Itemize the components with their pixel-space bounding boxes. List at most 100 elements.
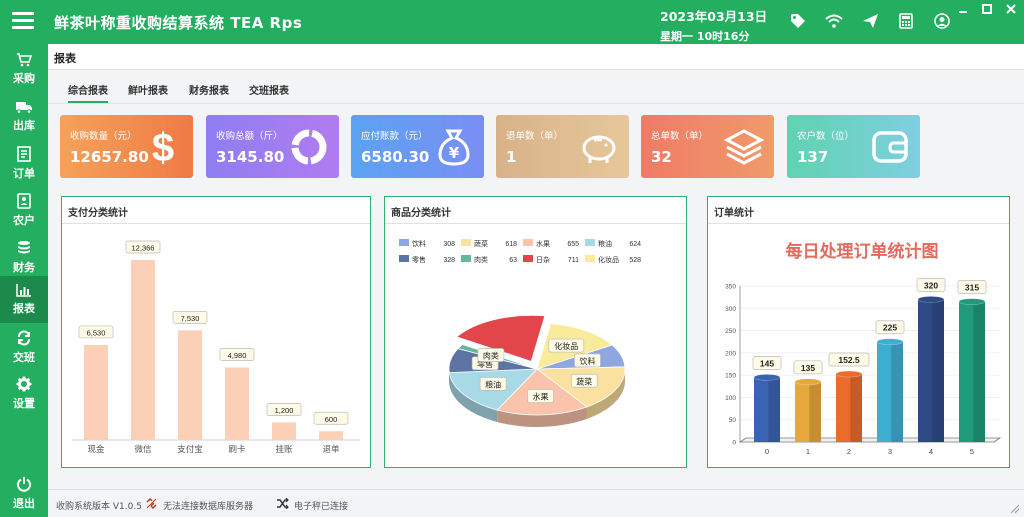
bar-shade [891,341,903,442]
sidebar-item-orders[interactable]: 订单 [0,140,48,187]
data-label-box [916,278,946,292]
user-icon[interactable] [924,10,960,32]
tag-icon[interactable] [780,10,816,32]
x-tick-label: 5 [970,447,974,456]
svg-text:¥: ¥ [449,144,460,162]
slice-label: 肉类 [483,351,499,361]
slice-label: 粮油 [485,379,501,389]
legend-value: 328 [443,257,455,264]
shift-icon [18,330,30,346]
data-label: 152.5 [838,355,860,365]
calculator-icon[interactable] [888,10,924,32]
legend-label: 日杂 [536,256,550,264]
y-tick-label: 250 [725,328,736,335]
pie-slice [455,314,546,362]
shuffle-icon [277,498,289,509]
bar-shade [932,299,944,442]
card-label: 农户数（位） [797,131,855,142]
sidebar-item-label: 订单 [13,167,35,180]
card-value: 1 [506,148,517,166]
slice-label-box [527,389,554,403]
panel-title: 支付分类统计 [68,208,128,219]
panel-divider [708,223,1009,224]
layers-icon [724,129,764,165]
card-label: 收购数量（元） [70,131,137,142]
bar [918,299,944,442]
y-tick-label: 150 [725,373,736,380]
panel-divider [62,223,370,224]
sidebar-item-outbound[interactable]: 出库 [0,93,48,140]
bar [795,381,821,442]
sidebar-item-shift[interactable]: 交班 [0,324,48,371]
sidebar-item-finance[interactable]: 财务 [0,234,48,281]
y-tick-label: 200 [725,350,736,357]
card-label: 退单数（单） [506,131,564,142]
sidebar-item-purchase[interactable]: 采购 [0,46,48,93]
sidebar-item-label: 农户 [13,214,35,227]
bar-shade [809,381,821,442]
panel-order-stats: 订单统计 每日处理订单统计图 0 50 100 150 200 250 300 350 145 0 1… [707,196,1010,468]
data-label: 4,980 [228,351,247,360]
stat-card-refunds[interactable]: 退单数（单） 1 [496,115,629,178]
data-label: 145 [760,358,774,368]
page-title: 报表 [54,52,76,65]
tab-bar: 综合报表 鲜叶报表 财务报表 交班报表 [48,71,1024,104]
maximize-icon[interactable] [980,2,994,16]
sidebar-item-label: 出库 [13,119,35,132]
x-tick-label: 刷卡 [228,444,246,455]
legend-label: 粮油 [598,239,612,248]
x-tick-label: 微信 [134,444,152,455]
panel-title: 订单统计 [714,208,754,219]
tab-overview[interactable]: 综合报表 [68,82,108,103]
truck-icon [16,102,32,114]
data-label: 1,200 [275,406,294,415]
bar [836,374,862,442]
legend-value: 308 [443,241,455,248]
data-label-box [875,320,905,335]
stat-card-purchase-qty[interactable]: 收购数量（元） 12657.80 $ [60,115,193,178]
payment-bar-chart: 6,530 现金 12,366 微信 7,530 支付宝 4,980 刷卡 1,200 挂账 600… [72,240,360,455]
bar-cap [876,338,904,346]
data-label: 7,530 [181,314,200,323]
panel-category-stats: 商品分类统计 饮料 308 蔬菜 618 水果 655 粮油 624 零售 328 肉类 63 日杂 71… [384,196,687,468]
stat-card-payables[interactable]: 应付账款（元） 6580.30 ¥ [351,115,484,178]
card-value: 32 [651,148,672,166]
close-icon[interactable] [1004,2,1018,16]
sidebar-item-farmers[interactable]: 农户 [0,187,48,234]
data-label: 135 [801,363,815,373]
wifi-icon[interactable] [816,10,852,32]
sidebar-item-reports[interactable]: 报表 [0,276,48,323]
stat-card-orders[interactable]: 总单数（单） 32 [641,115,774,178]
legend-label: 饮料 [412,239,426,248]
bar-cap [753,374,781,381]
page-header: 报表 [48,44,1024,70]
order-icon [17,146,31,162]
legend-value: 624 [629,241,641,248]
legend-swatch [523,255,533,262]
stat-card-purchase-total[interactable]: 收购总额（斤） 3145.80 [206,115,339,178]
sidebar-item-settings[interactable]: 设置 [0,370,48,417]
tab-finance[interactable]: 财务报表 [189,86,229,97]
slice-label-box [574,353,601,368]
sidebar-item-exit[interactable]: 退出 [0,470,48,517]
legend-swatch [585,255,595,262]
bar [272,422,296,440]
minimize-icon[interactable] [956,2,970,16]
tab-shift[interactable]: 交班报表 [249,86,289,97]
data-label: 600 [325,415,338,424]
bar-shade [973,301,985,442]
bar [178,330,202,440]
send-icon[interactable] [852,10,888,32]
data-label: 225 [883,323,897,333]
resize-grip-icon[interactable] [1010,504,1020,514]
stat-card-farmers[interactable]: 农户数（位） 137 [787,115,920,178]
slice-label-box [548,338,585,353]
chart-title: 每日处理订单统计图 [786,241,939,262]
date-text: 2023年03月13日 [660,9,768,24]
menu-icon[interactable] [12,12,34,30]
money-bag-icon: ¥ [438,129,470,166]
tab-fresh-leaf[interactable]: 鲜叶报表 [128,86,168,97]
legend-value: 528 [629,257,641,264]
legend-value: 63 [509,257,517,264]
data-label-box [828,352,870,367]
